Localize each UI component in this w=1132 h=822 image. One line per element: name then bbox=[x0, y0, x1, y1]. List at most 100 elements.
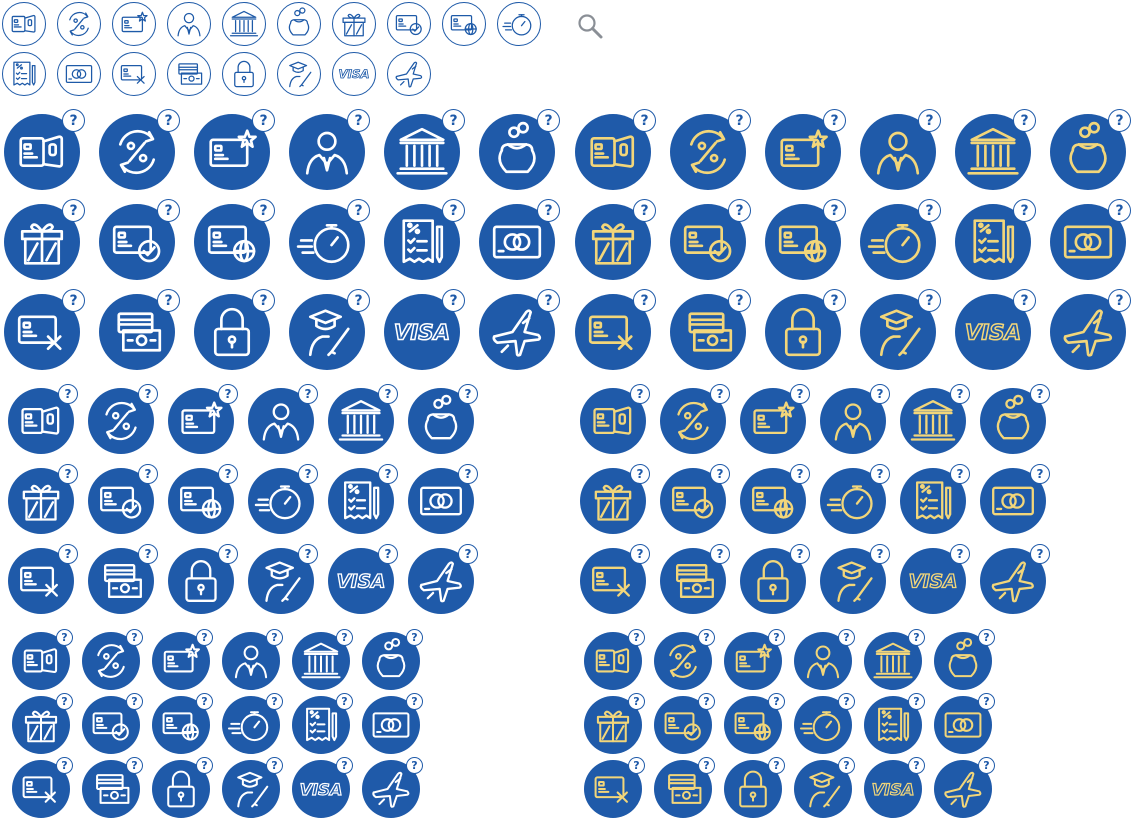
card-verified-icon[interactable]: ? bbox=[88, 464, 158, 534]
airplane-icon[interactable]: ? bbox=[408, 544, 478, 614]
help-badge[interactable]: ? bbox=[378, 544, 398, 564]
help-badge[interactable]: ? bbox=[378, 384, 398, 404]
mastercard-icon[interactable]: ? bbox=[980, 464, 1050, 534]
banker-person-icon[interactable]: ? bbox=[248, 384, 318, 454]
help-badge[interactable]: ? bbox=[138, 544, 158, 564]
graduate-sign-icon[interactable]: ? bbox=[820, 544, 890, 614]
percent-cycle-icon[interactable]: ? bbox=[82, 629, 143, 690]
card-verified-icon[interactable]: ? bbox=[99, 199, 180, 280]
card-transfer-icon[interactable]: ? bbox=[575, 109, 656, 190]
help-badge[interactable]: ? bbox=[62, 109, 85, 132]
help-badge[interactable]: ? bbox=[347, 109, 370, 132]
help-badge[interactable]: ? bbox=[252, 109, 275, 132]
card-cancel-icon[interactable]: ? bbox=[575, 289, 656, 370]
help-badge[interactable]: ? bbox=[1030, 464, 1050, 484]
help-badge[interactable]: ? bbox=[633, 109, 656, 132]
mastercard-icon[interactable]: ? bbox=[934, 693, 995, 754]
help-badge[interactable]: ? bbox=[918, 109, 941, 132]
help-badge[interactable]: ? bbox=[56, 693, 73, 710]
help-badge[interactable]: ? bbox=[406, 629, 423, 646]
help-badge[interactable]: ? bbox=[978, 629, 995, 646]
help-badge[interactable]: ? bbox=[950, 544, 970, 564]
tax-receipt-icon[interactable]: ? bbox=[955, 199, 1036, 280]
help-badge[interactable]: ? bbox=[218, 384, 238, 404]
help-badge[interactable]: ? bbox=[218, 464, 238, 484]
help-badge[interactable]: ? bbox=[1013, 109, 1036, 132]
percent-cycle-icon[interactable]: ? bbox=[88, 384, 158, 454]
help-badge[interactable]: ? bbox=[628, 693, 645, 710]
padlock-icon[interactable]: ? bbox=[765, 289, 846, 370]
graduate-sign-icon[interactable]: ? bbox=[222, 757, 283, 818]
gift-box-icon[interactable]: ? bbox=[12, 693, 73, 754]
help-badge[interactable]: ? bbox=[698, 629, 715, 646]
help-badge[interactable]: ? bbox=[823, 199, 846, 222]
help-badge[interactable]: ? bbox=[823, 109, 846, 132]
padlock-icon[interactable]: ? bbox=[194, 289, 275, 370]
padlock-icon[interactable] bbox=[222, 52, 266, 96]
help-badge[interactable]: ? bbox=[336, 757, 353, 774]
tax-receipt-icon[interactable]: ? bbox=[328, 464, 398, 534]
graduate-sign-icon[interactable]: ? bbox=[860, 289, 941, 370]
help-badge[interactable]: ? bbox=[1108, 289, 1131, 312]
help-badge[interactable]: ? bbox=[196, 629, 213, 646]
card-transfer-icon[interactable]: ? bbox=[584, 629, 645, 690]
help-badge[interactable]: ? bbox=[336, 693, 353, 710]
card-transfer-icon[interactable]: ? bbox=[12, 629, 73, 690]
card-star-icon[interactable]: ? bbox=[740, 384, 810, 454]
visa-icon[interactable]: VISA? bbox=[955, 289, 1036, 370]
help-badge[interactable]: ? bbox=[126, 693, 143, 710]
help-badge[interactable]: ? bbox=[698, 693, 715, 710]
bank-building-icon[interactable]: ? bbox=[292, 629, 353, 690]
help-badge[interactable]: ? bbox=[298, 384, 318, 404]
help-badge[interactable]: ? bbox=[58, 544, 78, 564]
help-badge[interactable]: ? bbox=[157, 109, 180, 132]
tax-receipt-icon[interactable]: ? bbox=[384, 199, 465, 280]
airplane-icon[interactable]: ? bbox=[362, 757, 423, 818]
padlock-icon[interactable]: ? bbox=[152, 757, 213, 818]
help-badge[interactable]: ? bbox=[347, 289, 370, 312]
help-badge[interactable]: ? bbox=[157, 289, 180, 312]
visa-icon[interactable]: VISA? bbox=[328, 544, 398, 614]
tax-receipt-icon[interactable] bbox=[2, 52, 46, 96]
card-transfer-icon[interactable]: ? bbox=[8, 384, 78, 454]
coin-purse-icon[interactable]: ? bbox=[408, 384, 478, 454]
airplane-icon[interactable]: ? bbox=[479, 289, 560, 370]
gift-box-icon[interactable]: ? bbox=[4, 199, 85, 280]
card-star-icon[interactable]: ? bbox=[194, 109, 275, 190]
card-cancel-icon[interactable]: ? bbox=[8, 544, 78, 614]
help-badge[interactable]: ? bbox=[196, 693, 213, 710]
tax-receipt-icon[interactable]: ? bbox=[900, 464, 970, 534]
gift-box-icon[interactable] bbox=[332, 2, 376, 46]
card-cancel-icon[interactable]: ? bbox=[12, 757, 73, 818]
help-badge[interactable]: ? bbox=[1108, 109, 1131, 132]
help-badge[interactable]: ? bbox=[633, 289, 656, 312]
gift-box-icon[interactable]: ? bbox=[580, 464, 650, 534]
help-badge[interactable]: ? bbox=[406, 757, 423, 774]
card-star-icon[interactable]: ? bbox=[168, 384, 238, 454]
help-badge[interactable]: ? bbox=[442, 199, 465, 222]
help-badge[interactable]: ? bbox=[458, 384, 478, 404]
cash-card-icon[interactable]: ? bbox=[654, 757, 715, 818]
cash-card-icon[interactable]: ? bbox=[99, 289, 180, 370]
fast-stopwatch-icon[interactable] bbox=[497, 2, 541, 46]
help-badge[interactable]: ? bbox=[56, 757, 73, 774]
help-badge[interactable]: ? bbox=[458, 544, 478, 564]
help-badge[interactable]: ? bbox=[728, 109, 751, 132]
help-badge[interactable]: ? bbox=[252, 199, 275, 222]
card-globe-icon[interactable]: ? bbox=[168, 464, 238, 534]
help-badge[interactable]: ? bbox=[870, 384, 890, 404]
magnifier-icon[interactable] bbox=[576, 12, 604, 40]
help-badge[interactable]: ? bbox=[1013, 289, 1036, 312]
card-globe-icon[interactable]: ? bbox=[152, 693, 213, 754]
help-badge[interactable]: ? bbox=[698, 757, 715, 774]
tax-receipt-icon[interactable]: ? bbox=[292, 693, 353, 754]
help-badge[interactable]: ? bbox=[537, 289, 560, 312]
help-badge[interactable]: ? bbox=[768, 629, 785, 646]
help-badge[interactable]: ? bbox=[458, 464, 478, 484]
cash-card-icon[interactable]: ? bbox=[88, 544, 158, 614]
card-globe-icon[interactable]: ? bbox=[724, 693, 785, 754]
help-badge[interactable]: ? bbox=[298, 544, 318, 564]
mastercard-icon[interactable]: ? bbox=[362, 693, 423, 754]
help-badge[interactable]: ? bbox=[710, 464, 730, 484]
airplane-icon[interactable] bbox=[387, 52, 431, 96]
